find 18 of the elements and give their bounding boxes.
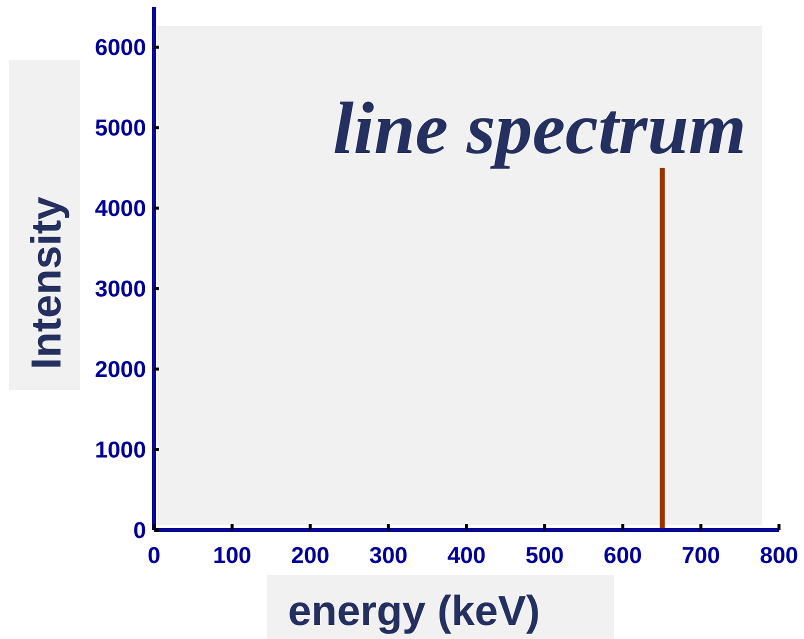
y-tick-label: 6000 — [94, 34, 146, 60]
x-tick-label: 700 — [682, 542, 720, 568]
x-tick-label: 600 — [604, 542, 642, 568]
x-axis-title: energy (keV) — [288, 587, 540, 634]
x-tick-label: 800 — [760, 542, 798, 568]
x-tick-label: 200 — [291, 542, 330, 568]
x-tick-label: 300 — [369, 542, 408, 568]
y-tick-label: 3000 — [94, 276, 146, 302]
y-tick-label: 0 — [133, 517, 146, 543]
y-tick-label: 2000 — [94, 356, 146, 382]
y-tick-label: 5000 — [94, 114, 146, 141]
x-tick-label: 100 — [212, 542, 252, 568]
y-tick-label: 1000 — [94, 436, 146, 463]
y-axis-title: Intensity — [22, 196, 70, 370]
y-tick-label: 4000 — [94, 195, 146, 222]
x-tick-label: 400 — [447, 542, 486, 568]
text: line spectrum — [333, 88, 746, 170]
x-tick-label: 500 — [525, 542, 564, 568]
